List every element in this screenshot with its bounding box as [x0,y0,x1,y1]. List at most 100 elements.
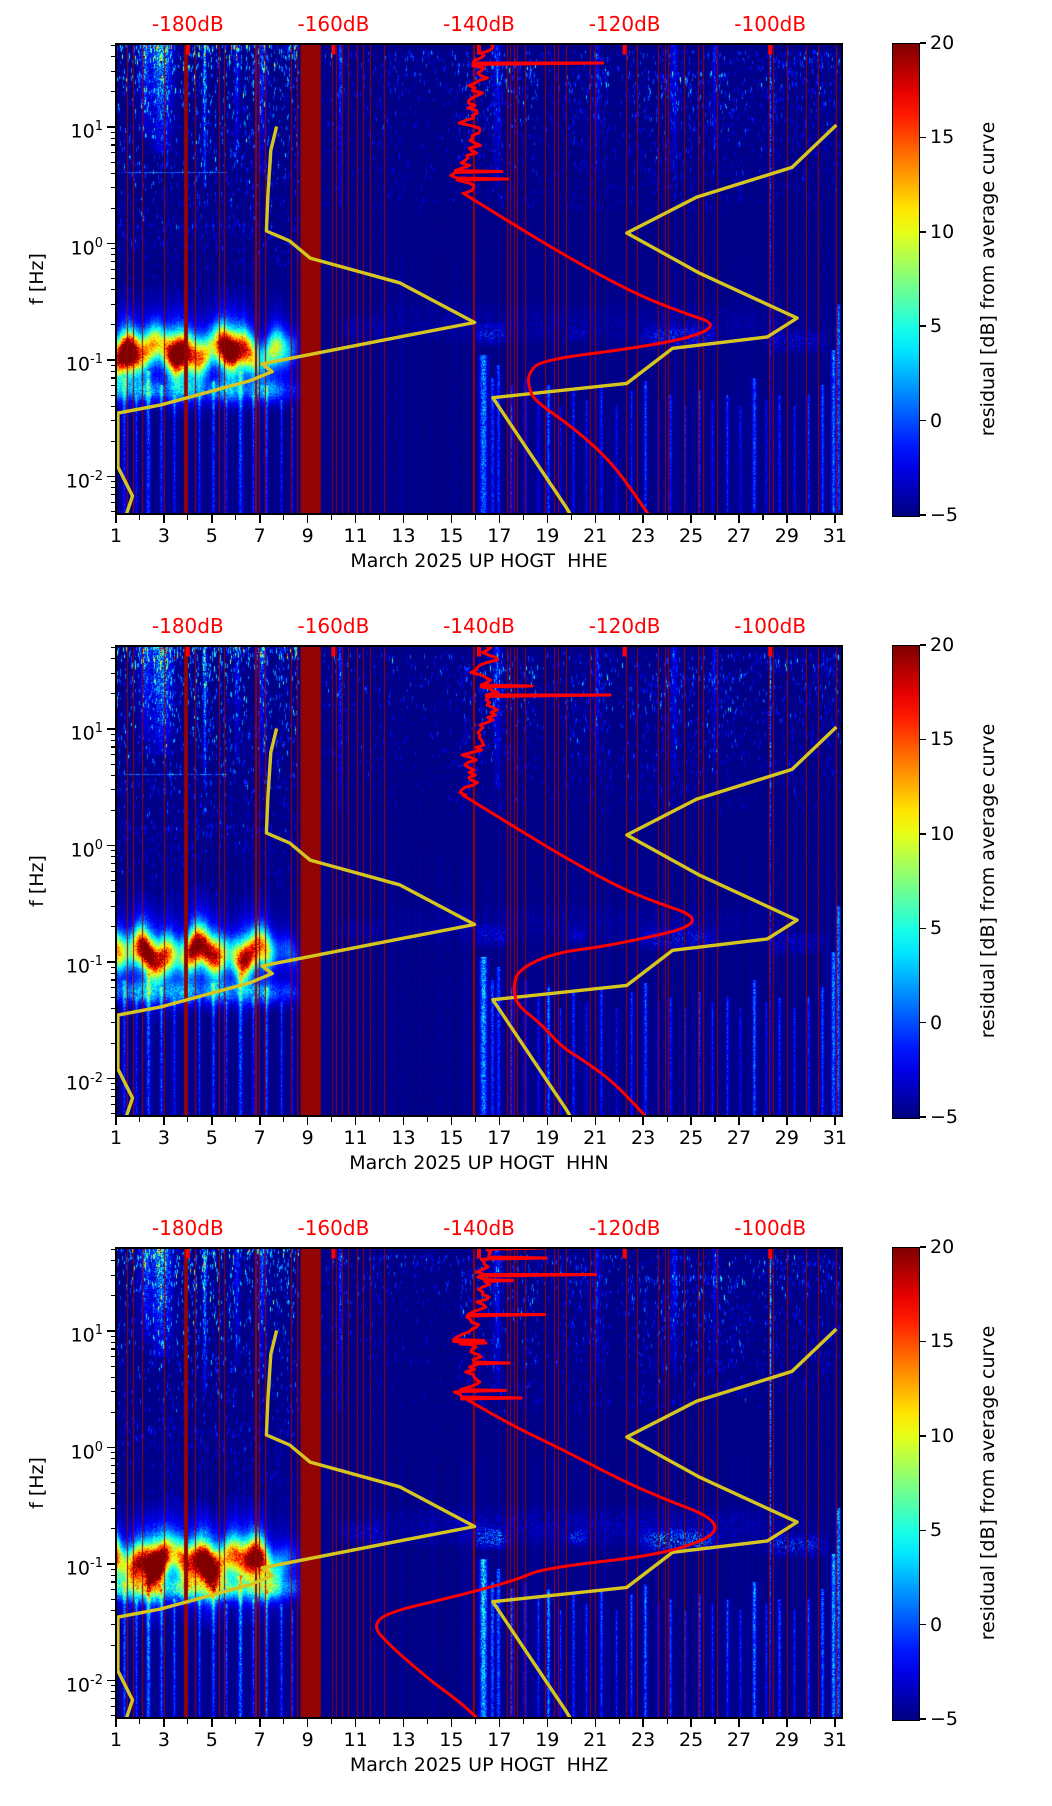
x-tick-label: 1 [109,525,123,547]
x-minor-tick [714,1719,716,1724]
x-tick-label: 21 [583,525,608,547]
x-tick-label: 29 [774,525,799,547]
x-minor-tick [187,515,189,520]
spectrogram-heatmap-HHZ [115,1247,843,1719]
colorbar-tick-label: 5 [930,917,943,940]
x-tick [786,515,788,523]
y-tick [107,1077,115,1080]
y-minor-tick [110,905,115,907]
x-tick-label: 1 [109,1729,123,1751]
x-tick [594,515,596,523]
x-tick [690,1719,692,1727]
y-tick [107,728,115,730]
x-tick [642,1719,644,1727]
x-tick [498,1117,501,1125]
x-minor-tick [570,1719,572,1724]
y-minor-tick [110,1685,115,1687]
top-axis-label: -120dB [588,1216,661,1240]
y-minor-tick [110,493,115,496]
spectrogram-heatmap-HHN [115,645,843,1117]
y-minor-tick [110,1715,115,1717]
y-minor-tick [110,870,115,872]
y-tick-label: 101 [70,1323,103,1347]
top-axis-label: -160dB [297,614,370,638]
top-axis-label: -100dB [734,12,807,36]
x-tick-label: 11 [343,525,368,547]
y-tick-label: 10-2 [65,1070,103,1094]
x-tick-label: 31 [822,525,847,547]
y-minor-tick [110,161,115,163]
y-tick-label: 10-1 [65,352,103,376]
y-tick-label: 10-2 [65,468,103,492]
y-tick-label: 101 [70,119,103,143]
top-axis-label: -140dB [443,614,515,638]
y-minor-tick [110,1697,115,1700]
y-minor-tick [110,1295,115,1297]
y-minor-tick [110,260,115,263]
x-tick [498,1719,501,1727]
x-tick-label: 29 [774,1729,799,1751]
colorbar-tick-label: 0 [930,409,943,432]
x-minor-tick [522,1117,524,1122]
y-minor-tick [110,1528,115,1530]
x-tick [354,1719,357,1727]
y-minor-tick [110,1089,115,1091]
y-minor-tick [110,1452,115,1454]
x-tick-label: 9 [301,525,314,547]
x-tick [163,1719,165,1727]
y-tick-label: 10-2 [65,1672,103,1696]
y-minor-tick [110,289,115,291]
x-tick [450,515,453,523]
x-minor-tick [570,1117,572,1122]
x-tick [690,515,692,523]
x-tick-label: 11 [343,1729,368,1751]
colorbar-tick [920,514,926,516]
x-tick-label: 5 [205,525,218,547]
y-minor-tick [110,1356,115,1358]
x-axis-title: March 2025 UP HOGT HHZ [349,1754,609,1776]
x-tick [498,515,501,523]
y-tick [107,359,115,361]
y-minor-tick [110,1589,115,1591]
x-tick [834,515,836,523]
x-tick-label: 17 [487,1127,512,1149]
x-minor-tick [426,1719,429,1724]
colorbar-tick [920,42,926,44]
x-minor-tick [474,1117,476,1122]
x-tick [259,1117,261,1125]
y-minor-tick [110,1249,115,1251]
top-axis-label: -160dB [297,1216,370,1240]
top-axis-label: -140dB [443,1216,515,1240]
x-tick-label: 31 [822,1127,847,1149]
y-minor-tick [110,370,115,372]
x-tick-label: 7 [253,1729,266,1751]
colorbar-tick [920,927,926,929]
colorbar-tick [920,325,926,327]
colorbar-title: residual [dB] from average curve [977,723,999,1039]
y-minor-tick [110,324,115,326]
y-minor-tick [110,1095,115,1098]
x-minor-tick [810,1117,812,1122]
y-minor-tick [110,880,115,882]
x-tick-label: 23 [631,525,656,547]
x-minor-tick [283,1117,285,1122]
y-minor-tick [110,1598,115,1600]
x-tick [306,515,309,523]
x-minor-tick [283,515,285,520]
top-axis-label: -180dB [151,614,224,638]
y-minor-tick [110,1365,115,1367]
x-minor-tick [762,1117,764,1122]
x-tick-label: 23 [631,1127,656,1149]
x-minor-tick [522,515,524,520]
y-minor-tick [110,1482,115,1484]
y-minor-tick [110,739,115,741]
colorbar-tick [920,1246,926,1248]
x-tick [163,1117,165,1125]
colorbar-tick [920,1529,926,1531]
x-tick [594,1719,596,1727]
colorbar-tick [920,1435,926,1437]
x-tick [834,1719,836,1727]
y-minor-tick [110,137,115,139]
y-minor-tick [110,1376,115,1378]
y-tick-label: 100 [70,837,103,861]
